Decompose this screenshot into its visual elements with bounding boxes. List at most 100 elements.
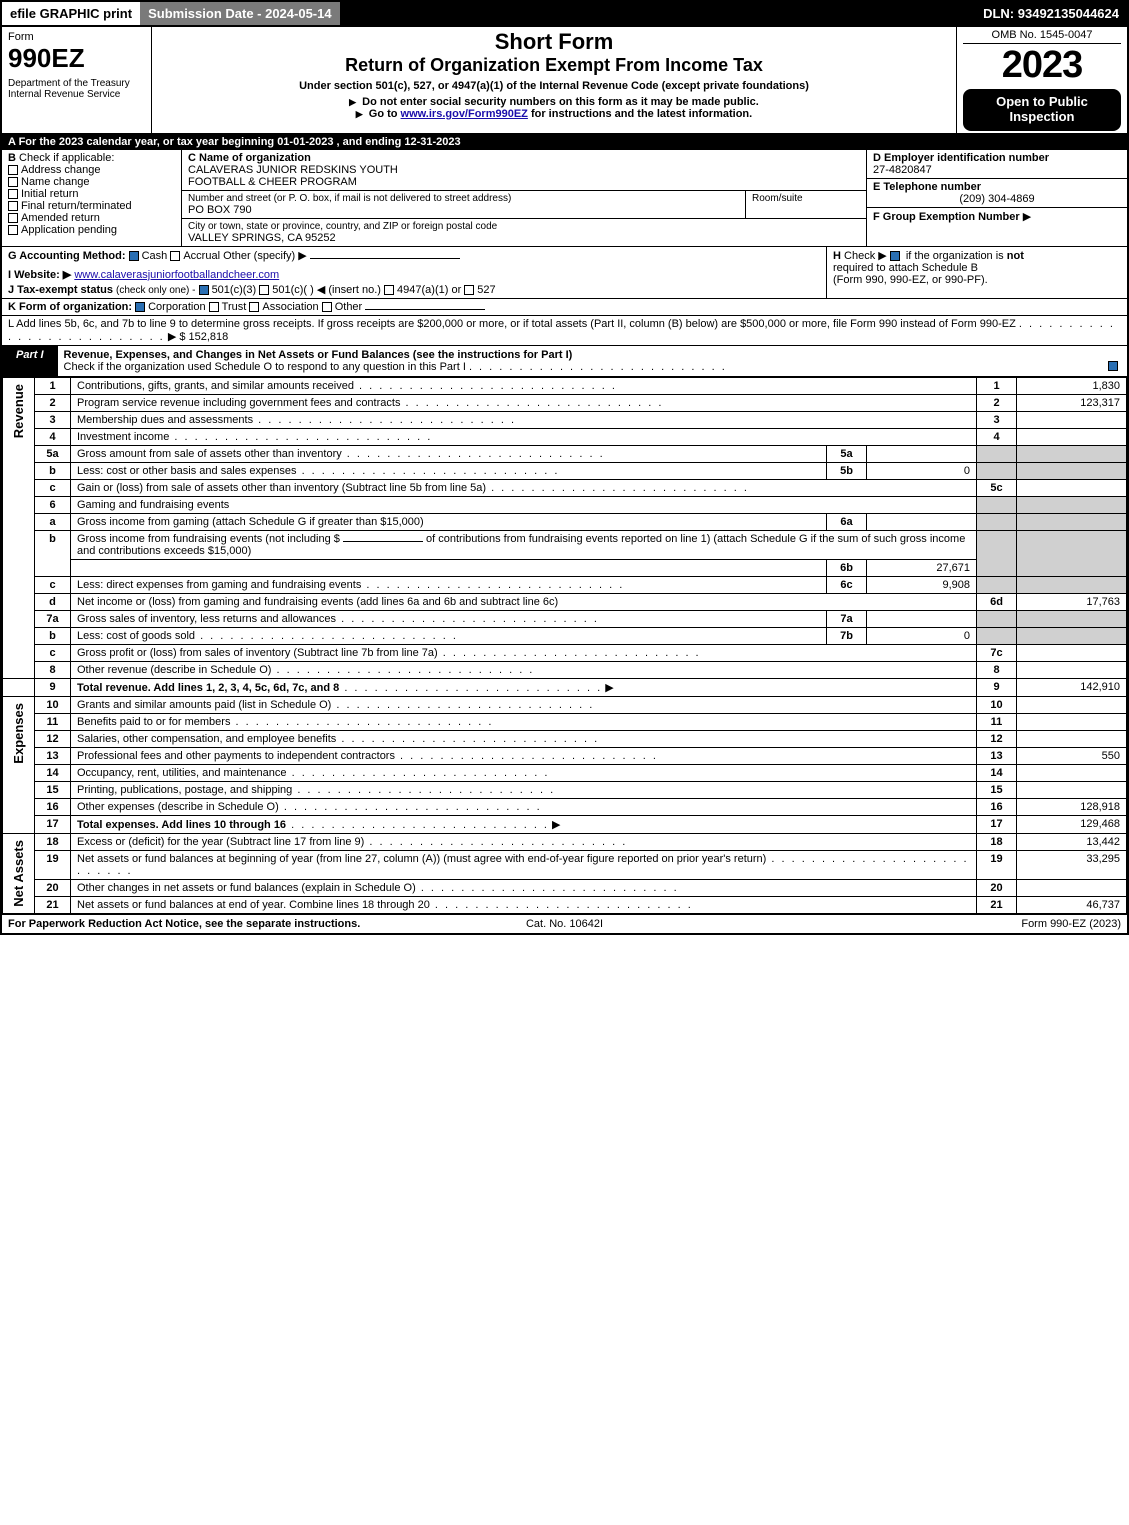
sl-5b: 5b — [827, 462, 867, 479]
amt-15 — [1017, 781, 1127, 798]
topbar: efile GRAPHIC print Submission Date - 20… — [2, 2, 1127, 27]
section-K: K Form of organization: Corporation Trus… — [2, 299, 1127, 316]
title-return: Return of Organization Exempt From Incom… — [158, 55, 950, 76]
rev-sidebar-end — [3, 678, 35, 696]
blank-6b[interactable] — [343, 541, 423, 542]
dln-label: DLN: — [983, 6, 1014, 21]
amt-6a-grey — [1017, 513, 1127, 530]
chk-name-change[interactable] — [8, 177, 18, 187]
d-5b — [297, 465, 560, 477]
d-20 — [416, 882, 679, 894]
other-specify-line[interactable] — [310, 258, 460, 259]
k-label: K Form of organization: — [8, 301, 132, 313]
d-5a — [342, 448, 605, 460]
amt-4 — [1017, 428, 1127, 445]
chk-application-pending[interactable] — [8, 225, 18, 235]
part1-label: Part I — [2, 346, 58, 376]
chk-501c[interactable] — [259, 285, 269, 295]
k-other-line[interactable] — [365, 309, 485, 310]
ln-1: 1 — [35, 377, 71, 394]
rn-8: 8 — [977, 661, 1017, 678]
arrow-9: ▶ — [605, 682, 613, 694]
b-check-label: Check if applicable: — [19, 152, 114, 164]
d-2 — [400, 397, 663, 409]
lt-6a: Gross income from gaming (attach Schedul… — [77, 516, 424, 528]
lt-17: Total expenses. Add lines 10 through 16 — [77, 819, 286, 831]
chk-4947[interactable] — [384, 285, 394, 295]
dept-treasury: Department of the Treasury — [8, 78, 145, 89]
chk-cash[interactable] — [129, 251, 139, 261]
g-label: G Accounting Method: — [8, 250, 126, 262]
sa-6a — [867, 513, 977, 530]
lt-13: Professional fees and other payments to … — [77, 750, 395, 762]
addr-label: Number and street (or P. O. box, if mail… — [188, 193, 739, 204]
rn-6d: 6d — [977, 593, 1017, 610]
chk-H[interactable] — [890, 251, 900, 261]
rn-6a-grey — [977, 513, 1017, 530]
opt-amended: Amended return — [21, 212, 100, 224]
lt-3: Membership dues and assessments — [77, 414, 253, 426]
rn-16: 16 — [977, 798, 1017, 815]
lt-9: Total revenue. Add lines 1, 2, 3, 4, 5c,… — [77, 682, 339, 694]
header-center: Short Form Return of Organization Exempt… — [152, 27, 957, 133]
ln-5b: b — [35, 462, 71, 479]
part1-header: Part I Revenue, Expenses, and Changes in… — [2, 346, 1127, 377]
lt-12: Salaries, other compensation, and employ… — [77, 733, 336, 745]
d-21 — [430, 899, 693, 911]
netassets-sidebar: Net Assets — [3, 833, 35, 913]
amt-6c-grey — [1017, 576, 1127, 593]
website-link[interactable]: www.calaverasjuniorfootballandcheer.com — [74, 269, 279, 281]
footer-center: Cat. No. 10642I — [379, 918, 750, 930]
org-name-1: CALAVERAS JUNIOR REDSKINS YOUTH — [188, 164, 860, 176]
chk-amended-return[interactable] — [8, 213, 18, 223]
amt-7a-grey — [1017, 610, 1127, 627]
dln-value: 93492135044624 — [1018, 6, 1119, 21]
h-text2: if the organization is — [906, 250, 1004, 262]
d-11 — [230, 716, 493, 728]
chk-assoc[interactable] — [249, 302, 259, 312]
rn-3: 3 — [977, 411, 1017, 428]
amt-5c — [1017, 479, 1127, 496]
ln-17: 17 — [35, 815, 71, 833]
chk-trust[interactable] — [209, 302, 219, 312]
amt-14 — [1017, 764, 1127, 781]
ln-4: 4 — [35, 428, 71, 445]
rn-5c: 5c — [977, 479, 1017, 496]
f-arrow: ▶ — [1023, 211, 1031, 223]
chk-initial-return[interactable] — [8, 189, 18, 199]
form-header: Form 990EZ Department of the Treasury In… — [2, 27, 1127, 134]
chk-other[interactable] — [322, 302, 332, 312]
d-14 — [287, 767, 550, 779]
d-5c — [486, 482, 749, 494]
irs-label: Internal Revenue Service — [8, 89, 145, 100]
header-right: OMB No. 1545-0047 2023 Open to Public In… — [957, 27, 1127, 133]
warn-link: Go to www.irs.gov/Form990EZ for instruct… — [158, 108, 950, 120]
rn-18: 18 — [977, 833, 1017, 850]
sa-6b: 27,671 — [867, 559, 977, 576]
d-label: D Employer identification number — [873, 152, 1121, 164]
chk-accrual[interactable] — [170, 251, 180, 261]
instructions-link[interactable]: www.irs.gov/Form990EZ — [401, 108, 528, 120]
chk-corp[interactable] — [135, 302, 145, 312]
sl-6b: 6b — [827, 559, 867, 576]
ln-6b: b — [35, 530, 71, 576]
lt-6c: Less: direct expenses from gaming and fu… — [77, 579, 361, 591]
lt-21: Net assets or fund balances at end of ye… — [77, 899, 430, 911]
footer-left: For Paperwork Reduction Act Notice, see … — [8, 918, 379, 930]
lt-16: Other expenses (describe in Schedule O) — [77, 801, 279, 813]
chk-501c3[interactable] — [199, 285, 209, 295]
chk-527[interactable] — [464, 285, 474, 295]
warn1-text: Do not enter social security numbers on … — [362, 96, 759, 108]
ln-6: 6 — [35, 496, 71, 513]
section-L: L Add lines 5b, 6c, and 7b to line 9 to … — [2, 316, 1127, 346]
chk-address-change[interactable] — [8, 165, 18, 175]
open-public-badge: Open to Public Inspection — [963, 89, 1121, 131]
amt-16: 128,918 — [1017, 798, 1127, 815]
chk-final-return[interactable] — [8, 201, 18, 211]
ln-11: 11 — [35, 713, 71, 730]
h-label: H — [833, 250, 841, 262]
dln: DLN: 93492135044624 — [975, 2, 1127, 25]
lt-10: Grants and similar amounts paid (list in… — [77, 699, 331, 711]
chk-schedule-o[interactable] — [1108, 361, 1118, 371]
rn-1: 1 — [977, 377, 1017, 394]
